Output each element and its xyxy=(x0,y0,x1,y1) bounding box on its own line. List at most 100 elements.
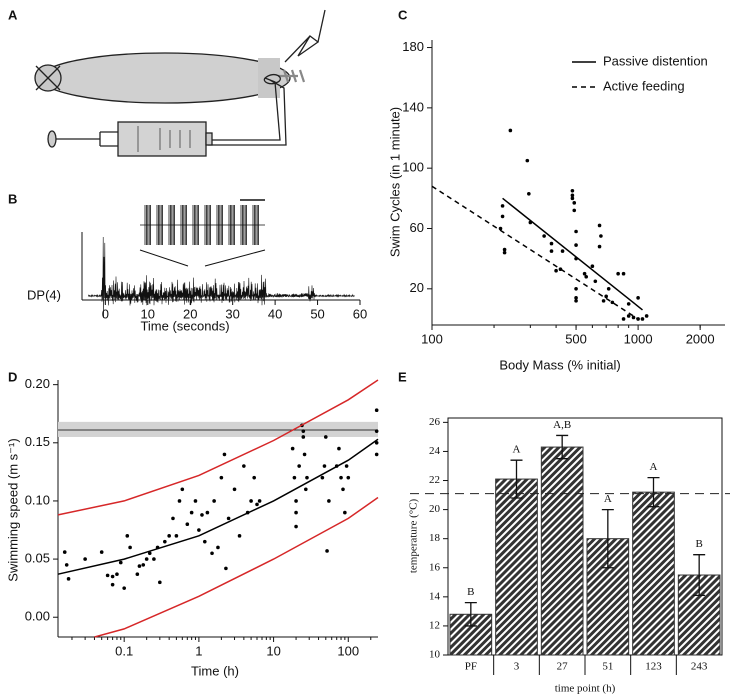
point xyxy=(560,249,565,253)
y-tick-label: 0.00 xyxy=(25,609,50,624)
panel-label: B xyxy=(8,191,17,206)
point xyxy=(374,408,379,413)
fit-line xyxy=(431,185,639,320)
bar xyxy=(495,478,538,656)
point xyxy=(216,545,220,550)
point xyxy=(640,317,645,321)
point xyxy=(525,158,530,163)
point xyxy=(610,300,615,305)
point xyxy=(554,268,558,273)
y-tick-label: 60 xyxy=(410,220,424,235)
point xyxy=(374,429,379,433)
point xyxy=(212,499,216,503)
panel-label: D xyxy=(8,369,17,384)
y-tick-label: 18 xyxy=(429,532,441,544)
point xyxy=(226,516,231,521)
point xyxy=(549,249,554,253)
point xyxy=(197,528,201,532)
point xyxy=(294,510,298,515)
point xyxy=(502,247,507,252)
point xyxy=(297,464,301,468)
point xyxy=(147,551,152,556)
point xyxy=(572,201,577,205)
point xyxy=(202,539,207,544)
point xyxy=(574,299,578,303)
point xyxy=(83,557,87,561)
point xyxy=(224,566,228,571)
point xyxy=(570,193,575,198)
error-bar xyxy=(556,434,569,460)
panel-label: C xyxy=(398,7,408,22)
inset-connector xyxy=(139,249,266,267)
point xyxy=(135,572,140,577)
y-tick-label: 22 xyxy=(429,474,440,486)
bar xyxy=(540,446,584,656)
x-axis-label: Body Mass (% initial) xyxy=(499,357,620,372)
y-tick-label: 0.05 xyxy=(25,551,50,566)
x-tick-label: 30 xyxy=(225,306,239,321)
point xyxy=(189,510,194,515)
point xyxy=(171,516,175,521)
point xyxy=(105,573,110,578)
point xyxy=(252,475,256,480)
point xyxy=(574,243,578,247)
point xyxy=(590,264,595,268)
point xyxy=(322,464,327,468)
y-tick-label: 20 xyxy=(410,280,424,295)
point xyxy=(508,128,513,133)
point xyxy=(343,510,347,515)
x-tick-label: 123 xyxy=(645,661,662,673)
point xyxy=(616,271,620,276)
point xyxy=(570,188,575,193)
legend-label: Active feeding xyxy=(603,78,685,93)
fit-line xyxy=(57,379,379,516)
point xyxy=(66,577,71,581)
error-bar xyxy=(464,602,477,627)
x-tick-label: 500 xyxy=(565,331,587,346)
point xyxy=(167,534,171,538)
point xyxy=(626,314,631,318)
nerve-trace xyxy=(87,236,356,318)
point xyxy=(626,302,631,306)
point xyxy=(219,475,224,480)
point xyxy=(128,545,132,550)
point xyxy=(621,317,626,321)
point xyxy=(110,582,115,587)
point xyxy=(593,279,598,284)
fit-line xyxy=(502,197,643,311)
point xyxy=(636,296,640,300)
x-axis-label: Time (seconds) xyxy=(140,318,229,333)
point xyxy=(301,435,306,439)
x-tick-label: 2000 xyxy=(686,331,715,346)
point xyxy=(205,510,210,515)
y-tick-label: 26 xyxy=(429,416,441,428)
point xyxy=(498,226,503,231)
preparation-diagram xyxy=(34,9,326,157)
point xyxy=(305,475,309,480)
point xyxy=(574,287,578,291)
x-axis-label: time point (h) xyxy=(555,683,616,695)
point xyxy=(341,487,345,492)
fit-line xyxy=(57,438,379,575)
x-tick-label: 3 xyxy=(514,661,520,673)
point xyxy=(323,435,328,439)
x-tick-label: 1 xyxy=(195,643,202,658)
x-tick-label: 20 xyxy=(183,306,197,321)
point xyxy=(500,204,505,208)
point xyxy=(141,563,146,567)
point xyxy=(257,499,262,503)
significance-letter: B xyxy=(695,538,702,550)
point xyxy=(144,557,149,561)
error-bar xyxy=(647,476,660,508)
point xyxy=(606,287,611,291)
point xyxy=(294,524,298,529)
y-tick-label: 0.20 xyxy=(25,376,50,391)
point xyxy=(210,551,214,556)
y-tick-label: 180 xyxy=(402,39,424,54)
y-tick-label: 0.15 xyxy=(25,434,50,449)
point xyxy=(62,550,67,554)
x-axis-label: Time (h) xyxy=(191,663,239,678)
y-tick-label: 100 xyxy=(402,160,424,175)
point xyxy=(597,223,602,228)
point xyxy=(644,314,649,318)
